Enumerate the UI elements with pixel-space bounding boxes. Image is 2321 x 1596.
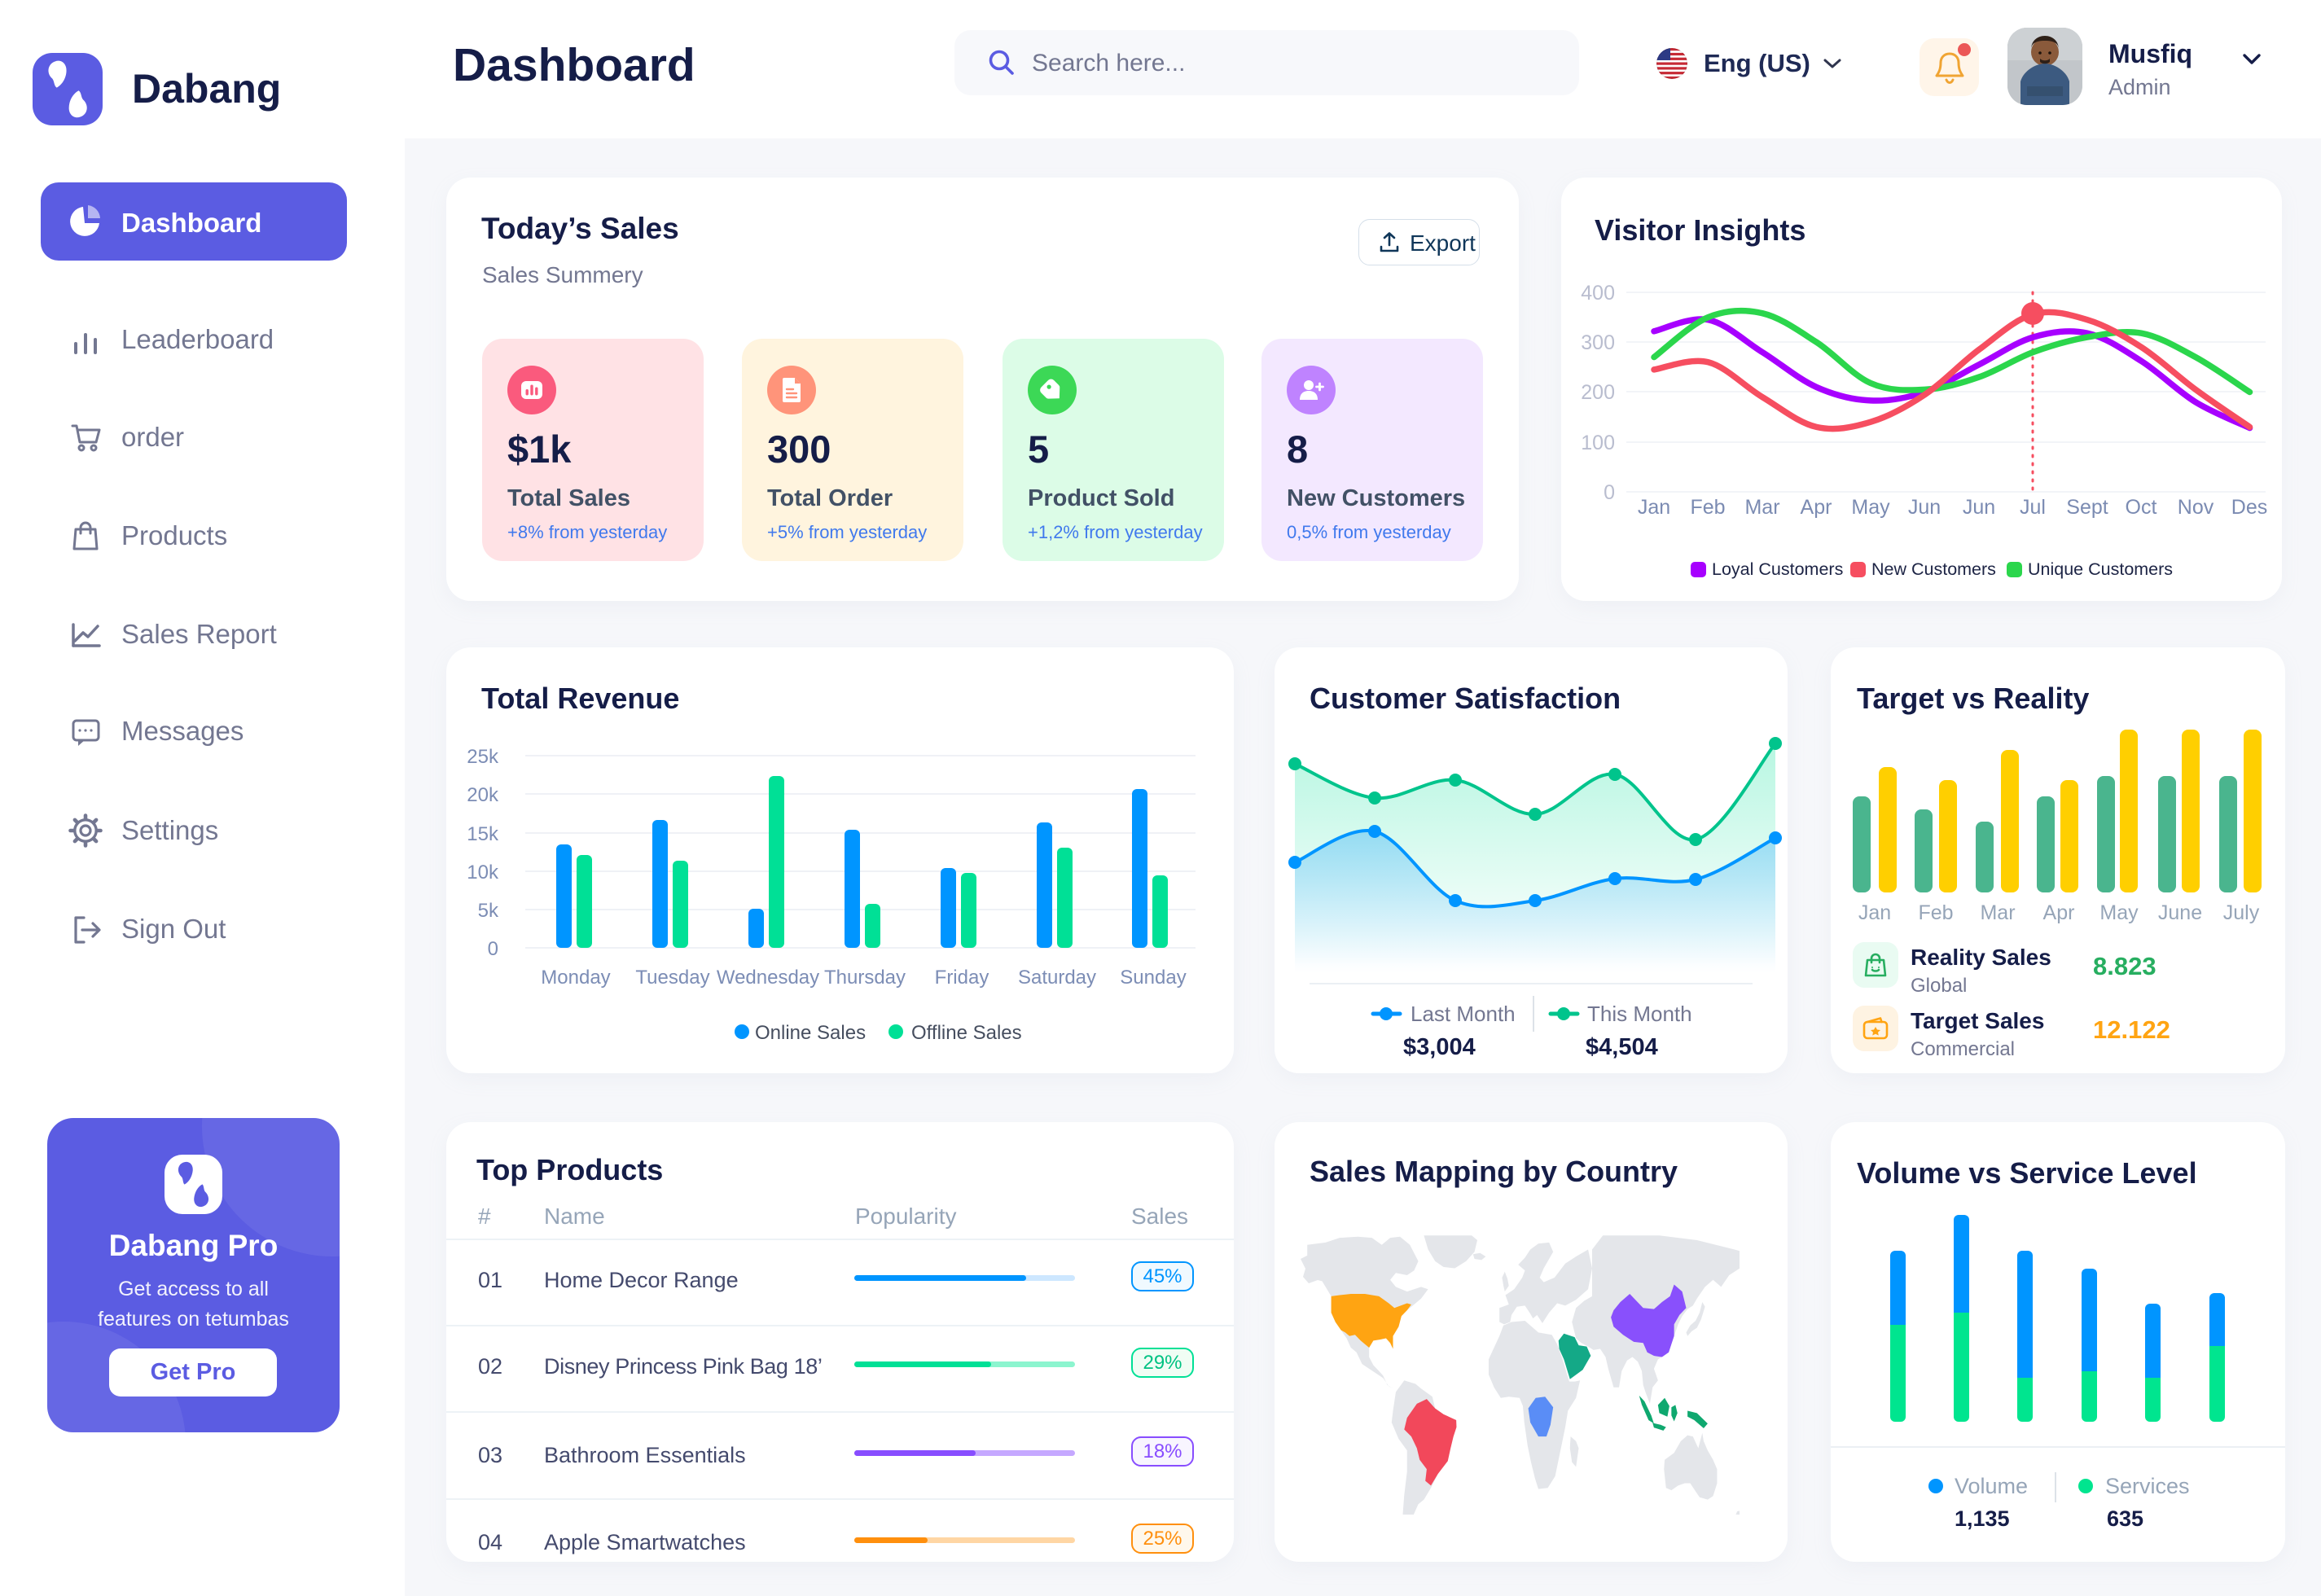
svg-text:Volume: Volume [1955, 1474, 2028, 1498]
svg-text:Friday: Friday [935, 967, 989, 989]
svg-text:Jun: Jun [1908, 496, 1941, 519]
svg-text:Feb: Feb [1690, 496, 1725, 519]
svg-text:Apr: Apr [2043, 901, 2075, 924]
svg-text:300: 300 [1581, 331, 1615, 354]
svg-text:400: 400 [1581, 282, 1615, 305]
svg-text:25k: 25k [467, 746, 499, 768]
svg-text:100: 100 [1581, 432, 1615, 454]
svg-text:$4,504: $4,504 [1586, 1034, 1658, 1060]
svg-text:1,135: 1,135 [1955, 1506, 2010, 1531]
svg-text:5k: 5k [478, 900, 499, 922]
svg-text:10k: 10k [467, 862, 499, 884]
svg-text:May: May [1851, 496, 1890, 519]
svg-text:This Month: This Month [1587, 1002, 1692, 1026]
svg-text:Jun: Jun [1963, 496, 1995, 519]
svg-text:Des: Des [2231, 496, 2267, 519]
svg-text:Thursday: Thursday [824, 967, 906, 989]
svg-text:15k: 15k [467, 823, 499, 845]
svg-text:Loyal Customers: Loyal Customers [1712, 559, 1843, 579]
svg-text:Last Month: Last Month [1411, 1002, 1516, 1026]
svg-text:Offline Sales: Offline Sales [911, 1022, 1022, 1044]
svg-text:Sept: Sept [2066, 496, 2108, 519]
svg-text:Jan: Jan [1638, 496, 1670, 519]
svg-text:Jul: Jul [2020, 496, 2046, 519]
svg-text:Saturday: Saturday [1018, 967, 1096, 989]
svg-text:Monday: Monday [541, 967, 610, 989]
svg-text:Feb: Feb [1918, 901, 1953, 924]
svg-text:Sunday: Sunday [1120, 967, 1186, 989]
svg-text:Apr: Apr [1801, 496, 1832, 519]
svg-text:0: 0 [488, 938, 498, 960]
svg-text:Unique Customers: Unique Customers [2028, 559, 2173, 579]
svg-text:20k: 20k [467, 784, 499, 806]
svg-text:Nov: Nov [2178, 496, 2214, 519]
svg-text:635: 635 [2107, 1506, 2143, 1531]
svg-text:Jan: Jan [1858, 901, 1891, 924]
svg-text:Mar: Mar [1980, 901, 2015, 924]
svg-text:New Customers: New Customers [1871, 559, 1996, 579]
svg-text:June: June [2158, 901, 2202, 924]
svg-text:200: 200 [1581, 381, 1615, 404]
svg-text:Mar: Mar [1744, 496, 1779, 519]
svg-text:0: 0 [1604, 481, 1615, 504]
svg-text:Tuesday: Tuesday [635, 967, 709, 989]
svg-text:Oct: Oct [2126, 496, 2157, 519]
svg-text:July: July [2223, 901, 2260, 924]
svg-text:Wednesday: Wednesday [717, 967, 819, 989]
svg-text:May: May [2099, 901, 2139, 924]
svg-text:Online Sales: Online Sales [755, 1022, 866, 1044]
svg-text:$3,004: $3,004 [1403, 1034, 1476, 1060]
svg-text:Services: Services [2105, 1474, 2190, 1498]
